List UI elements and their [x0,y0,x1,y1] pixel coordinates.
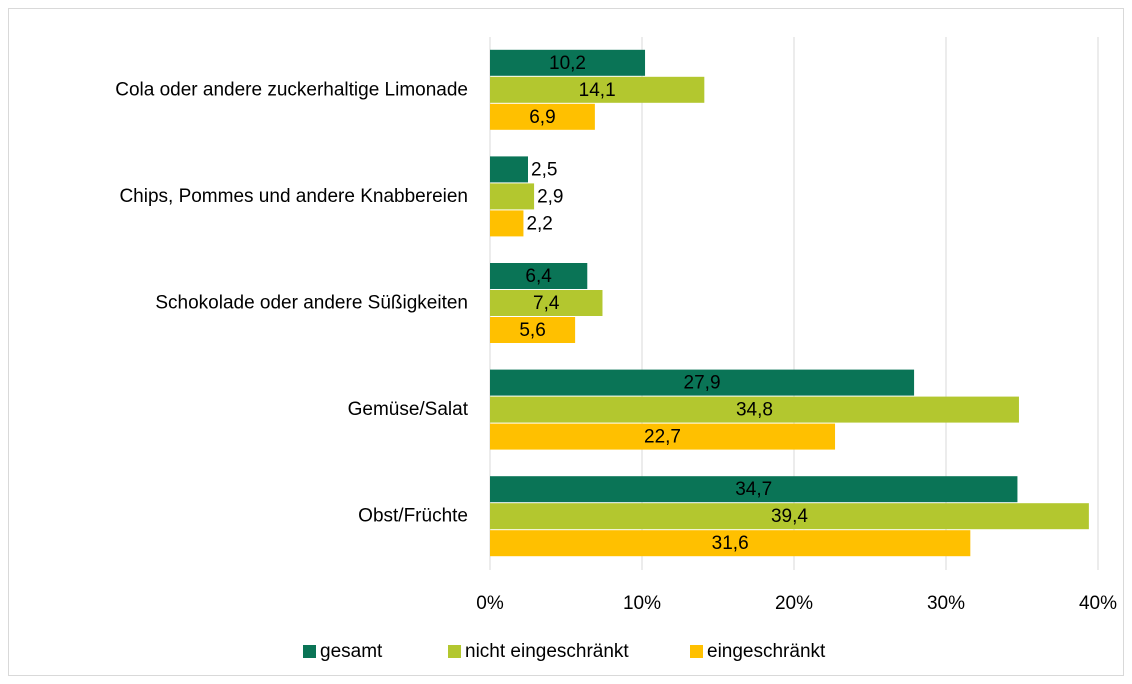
bar [490,317,576,343]
legend-label: nicht eingeschränkt [465,641,629,662]
bar [490,76,705,103]
value-label: 5,6 [519,320,545,341]
y-tick-label: Gemüse/Salat [348,399,469,420]
bar [490,530,971,557]
bar [490,503,1089,530]
bar [490,290,603,316]
legend-swatch [448,645,461,658]
value-label: 39,4 [771,506,808,527]
legend-swatch [690,645,703,658]
value-label: 10,2 [549,53,586,74]
value-label: 2,5 [531,159,557,180]
y-tick-label: Obst/Früchte [358,506,468,527]
value-label: 2,9 [537,186,563,207]
y-tick-label: Chips, Pommes und andere Knabbereien [119,186,468,207]
value-label: 34,7 [735,479,772,500]
value-label: 2,2 [526,213,552,234]
value-label: 7,4 [533,293,560,314]
value-label: 31,6 [712,533,749,554]
legend-swatch [303,645,316,658]
bar [490,183,535,210]
bar [490,210,524,237]
bar [490,263,588,289]
value-label: 34,8 [736,400,773,421]
value-label: 22,7 [644,427,681,448]
y-tick-label: Schokolade oder andere Süßigkeiten [155,293,468,314]
x-tick-label: 10% [623,593,661,614]
value-label: 6,9 [529,107,555,128]
bar [490,156,528,183]
bar [490,49,646,76]
x-tick-label: 20% [775,593,813,614]
bar [490,423,836,450]
bar [490,103,595,130]
bar [490,476,1018,503]
x-tick-label: 0% [476,593,504,614]
value-label: 6,4 [525,266,552,287]
bar [490,369,915,396]
legend-label: gesamt [320,641,383,662]
y-tick-label: Cola oder andere zuckerhaltige Limonade [115,79,468,100]
bar [490,396,1019,423]
x-tick-label: 30% [927,593,965,614]
value-label: 14,1 [579,80,616,101]
x-tick-label: 40% [1079,593,1117,614]
legend-label: eingeschränkt [707,641,826,662]
value-label: 27,9 [684,373,721,394]
